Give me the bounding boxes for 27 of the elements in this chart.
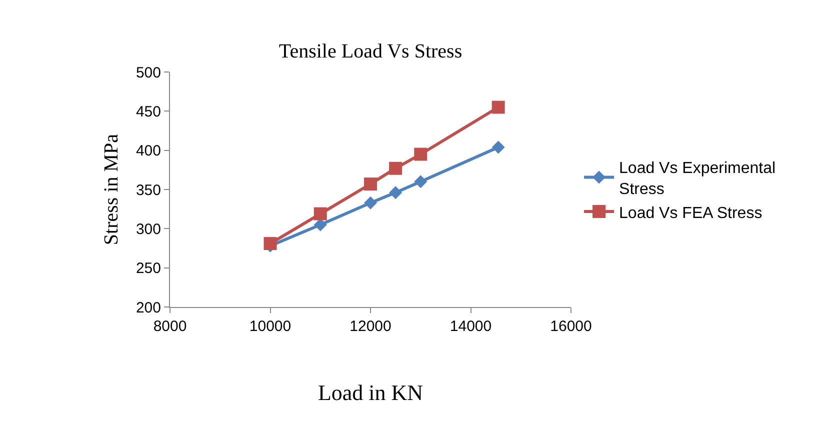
point [364, 178, 377, 191]
point [364, 196, 377, 210]
x-tick-label: 10000 [249, 318, 292, 335]
x-tick-label: 14000 [450, 318, 492, 335]
point [389, 186, 402, 200]
legend-label: Load Vs FEA Stress [619, 204, 762, 222]
y-tick-label: 400 [136, 142, 161, 160]
x-tick-label: 12000 [350, 318, 392, 335]
chart-title: Tensile Load Vs Stress [278, 40, 462, 63]
point [414, 148, 428, 161]
point [492, 140, 505, 154]
x-tick-label: 16000 [550, 318, 592, 335]
y-axis-title: Stress in MPa [100, 134, 122, 246]
y-tick-label: 350 [136, 182, 161, 199]
x-axis-title: Load in KN [318, 380, 424, 405]
y-tick-label: 200 [136, 299, 161, 316]
legend-label: Load Vs Experimental Stress [619, 160, 776, 198]
y-tick-label: 300 [136, 220, 161, 238]
point [314, 207, 327, 220]
y-tick-label: 250 [136, 260, 161, 278]
y-tick-label: 450 [136, 103, 161, 120]
point [389, 162, 402, 175]
point [314, 218, 327, 232]
x-tick-label: 8000 [153, 318, 187, 335]
point [492, 100, 505, 114]
y-tick-label: 500 [136, 64, 161, 82]
point [414, 175, 428, 188]
